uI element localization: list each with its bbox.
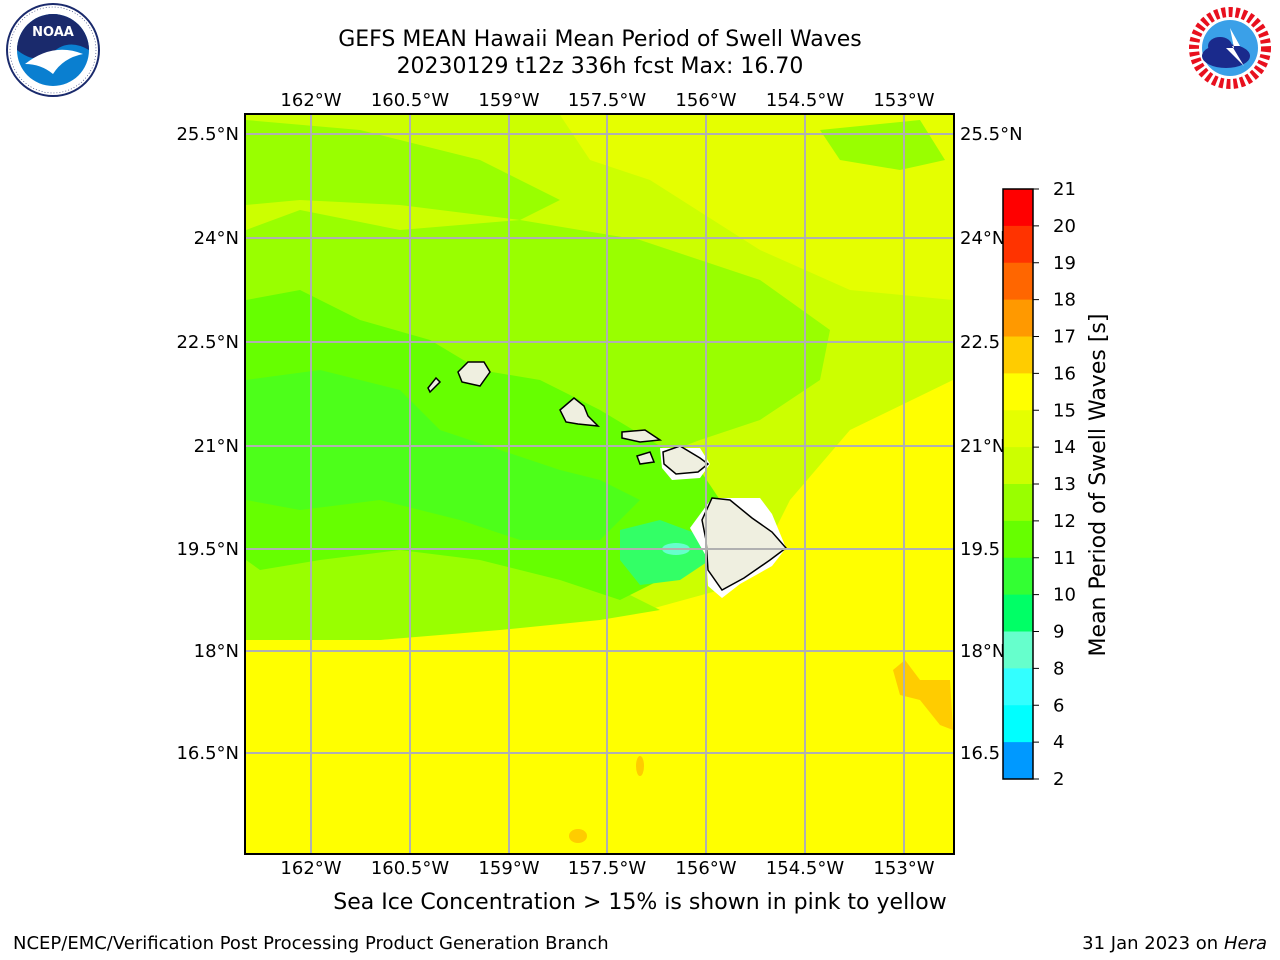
colorbar-tick-label: 4 bbox=[1053, 732, 1064, 753]
svg-text:19.5°N: 19.5°N bbox=[176, 539, 239, 560]
colorbar-tick-label: 12 bbox=[1053, 511, 1076, 532]
svg-text:16.5°N: 16.5°N bbox=[176, 743, 239, 764]
colorbar-tick-label: 20 bbox=[1053, 216, 1076, 237]
svg-text:156°W: 156°W bbox=[675, 90, 736, 111]
colorbar-swatch bbox=[1003, 373, 1033, 411]
map-frame bbox=[244, 113, 955, 855]
colorbar: 21 20 19 18 17 16 15 14 13 12 11 10 9 8 6 4 2 bbox=[1002, 179, 1076, 790]
colorbar-swatch bbox=[1003, 299, 1033, 337]
svg-text:16.5: 16.5 bbox=[960, 743, 1000, 764]
svg-text:24°N: 24°N bbox=[960, 228, 1005, 249]
svg-text:160.5°W: 160.5°W bbox=[371, 858, 450, 879]
svg-text:18°N: 18°N bbox=[960, 641, 1005, 662]
lat-labels-right: 25.5°N 24°N 22.5 21°N 19.5 18°N 16.5 bbox=[960, 124, 1023, 764]
colorbar-swatch bbox=[1003, 557, 1033, 596]
colorbar-swatch bbox=[1003, 447, 1033, 485]
svg-text:22.5: 22.5 bbox=[960, 332, 1000, 353]
colorbar-tick-label: 21 bbox=[1053, 179, 1076, 200]
colorbar-tick-label: 15 bbox=[1053, 400, 1076, 421]
nws-logo bbox=[1186, 4, 1274, 92]
svg-text:18°N: 18°N bbox=[194, 641, 239, 662]
colorbar-swatch bbox=[1003, 189, 1033, 227]
svg-text:153°W: 153°W bbox=[873, 90, 934, 111]
colorbar-tick-label: 6 bbox=[1053, 695, 1064, 716]
colorbar-tick-label: 10 bbox=[1053, 585, 1076, 606]
chart-title: GEFS MEAN Hawaii Mean Period of Swell Wa… bbox=[338, 27, 862, 52]
colorbar-swatch bbox=[1003, 410, 1033, 448]
svg-text:25.5°N: 25.5°N bbox=[960, 124, 1023, 145]
svg-text:157.5°W: 157.5°W bbox=[568, 858, 647, 879]
colorbar-tick-label: 18 bbox=[1053, 290, 1076, 311]
svg-text:156°W: 156°W bbox=[675, 858, 736, 879]
svg-text:157.5°W: 157.5°W bbox=[568, 90, 647, 111]
svg-text:160.5°W: 160.5°W bbox=[371, 90, 450, 111]
map-gridlines bbox=[246, 115, 953, 853]
caption: Sea Ice Concentration > 15% is shown in … bbox=[333, 890, 947, 915]
svg-text:159°W: 159°W bbox=[478, 90, 539, 111]
colorbar-tick-label: 9 bbox=[1053, 622, 1064, 643]
colorbar-swatch bbox=[1003, 742, 1033, 780]
svg-text:154.5°W: 154.5°W bbox=[766, 90, 845, 111]
footer-credit: NCEP/EMC/Verification Post Processing Pr… bbox=[13, 933, 609, 954]
colorbar-label: Mean Period of Swell Waves [s] bbox=[1086, 314, 1111, 657]
colorbar-tick-label: 16 bbox=[1053, 363, 1076, 384]
svg-text:162°W: 162°W bbox=[280, 858, 341, 879]
svg-text:21°N: 21°N bbox=[194, 436, 239, 457]
colorbar-tick-label: 14 bbox=[1053, 437, 1076, 458]
colorbar-swatch bbox=[1003, 225, 1033, 264]
svg-text:19.5: 19.5 bbox=[960, 539, 1000, 560]
chart-subtitle: 20230129 t12z 336h fcst Max: 16.70 bbox=[396, 54, 804, 79]
svg-text:153°W: 153°W bbox=[873, 858, 934, 879]
lon-labels-bottom: 162°W 160.5°W 159°W 157.5°W 156°W 154.5°… bbox=[280, 858, 934, 879]
colorbar-tick-label: 8 bbox=[1053, 658, 1064, 679]
svg-text:25.5°N: 25.5°N bbox=[176, 124, 239, 145]
colorbar-tick-label: 13 bbox=[1053, 474, 1076, 495]
footer-host: Hera bbox=[1223, 933, 1267, 954]
svg-text:21°N: 21°N bbox=[960, 436, 1005, 457]
noaa-logo-text: NOAA bbox=[32, 25, 74, 40]
swell-period-field bbox=[246, 115, 953, 853]
colorbar-swatch bbox=[1003, 705, 1033, 743]
colorbar-swatch bbox=[1003, 594, 1033, 632]
colorbar-swatch bbox=[1003, 520, 1033, 559]
svg-text:162°W: 162°W bbox=[280, 90, 341, 111]
colorbar-swatch bbox=[1003, 262, 1033, 301]
colorbar-swatch bbox=[1003, 668, 1033, 706]
svg-text:24°N: 24°N bbox=[194, 228, 239, 249]
svg-text:154.5°W: 154.5°W bbox=[766, 858, 845, 879]
colorbar-swatch bbox=[1003, 631, 1033, 669]
colorbar-tick-label: 11 bbox=[1053, 548, 1076, 569]
svg-text:159°W: 159°W bbox=[478, 858, 539, 879]
colorbar-swatch bbox=[1003, 336, 1033, 374]
svg-text:22.5°N: 22.5°N bbox=[176, 332, 239, 353]
colorbar-tick-label: 19 bbox=[1053, 253, 1076, 274]
noaa-logo: NOAA bbox=[6, 3, 100, 97]
colorbar-tick-label: 2 bbox=[1053, 769, 1064, 790]
footer-date: 31 Jan 2023 on Hera bbox=[1082, 933, 1267, 954]
colorbar-swatch bbox=[1003, 484, 1033, 522]
lon-labels-top: 162°W 160.5°W 159°W 157.5°W 156°W 154.5°… bbox=[280, 90, 934, 111]
colorbar-tick-label: 17 bbox=[1053, 327, 1076, 348]
lat-labels-left: 25.5°N 24°N 22.5°N 21°N 19.5°N 18°N 16.5… bbox=[176, 124, 239, 764]
